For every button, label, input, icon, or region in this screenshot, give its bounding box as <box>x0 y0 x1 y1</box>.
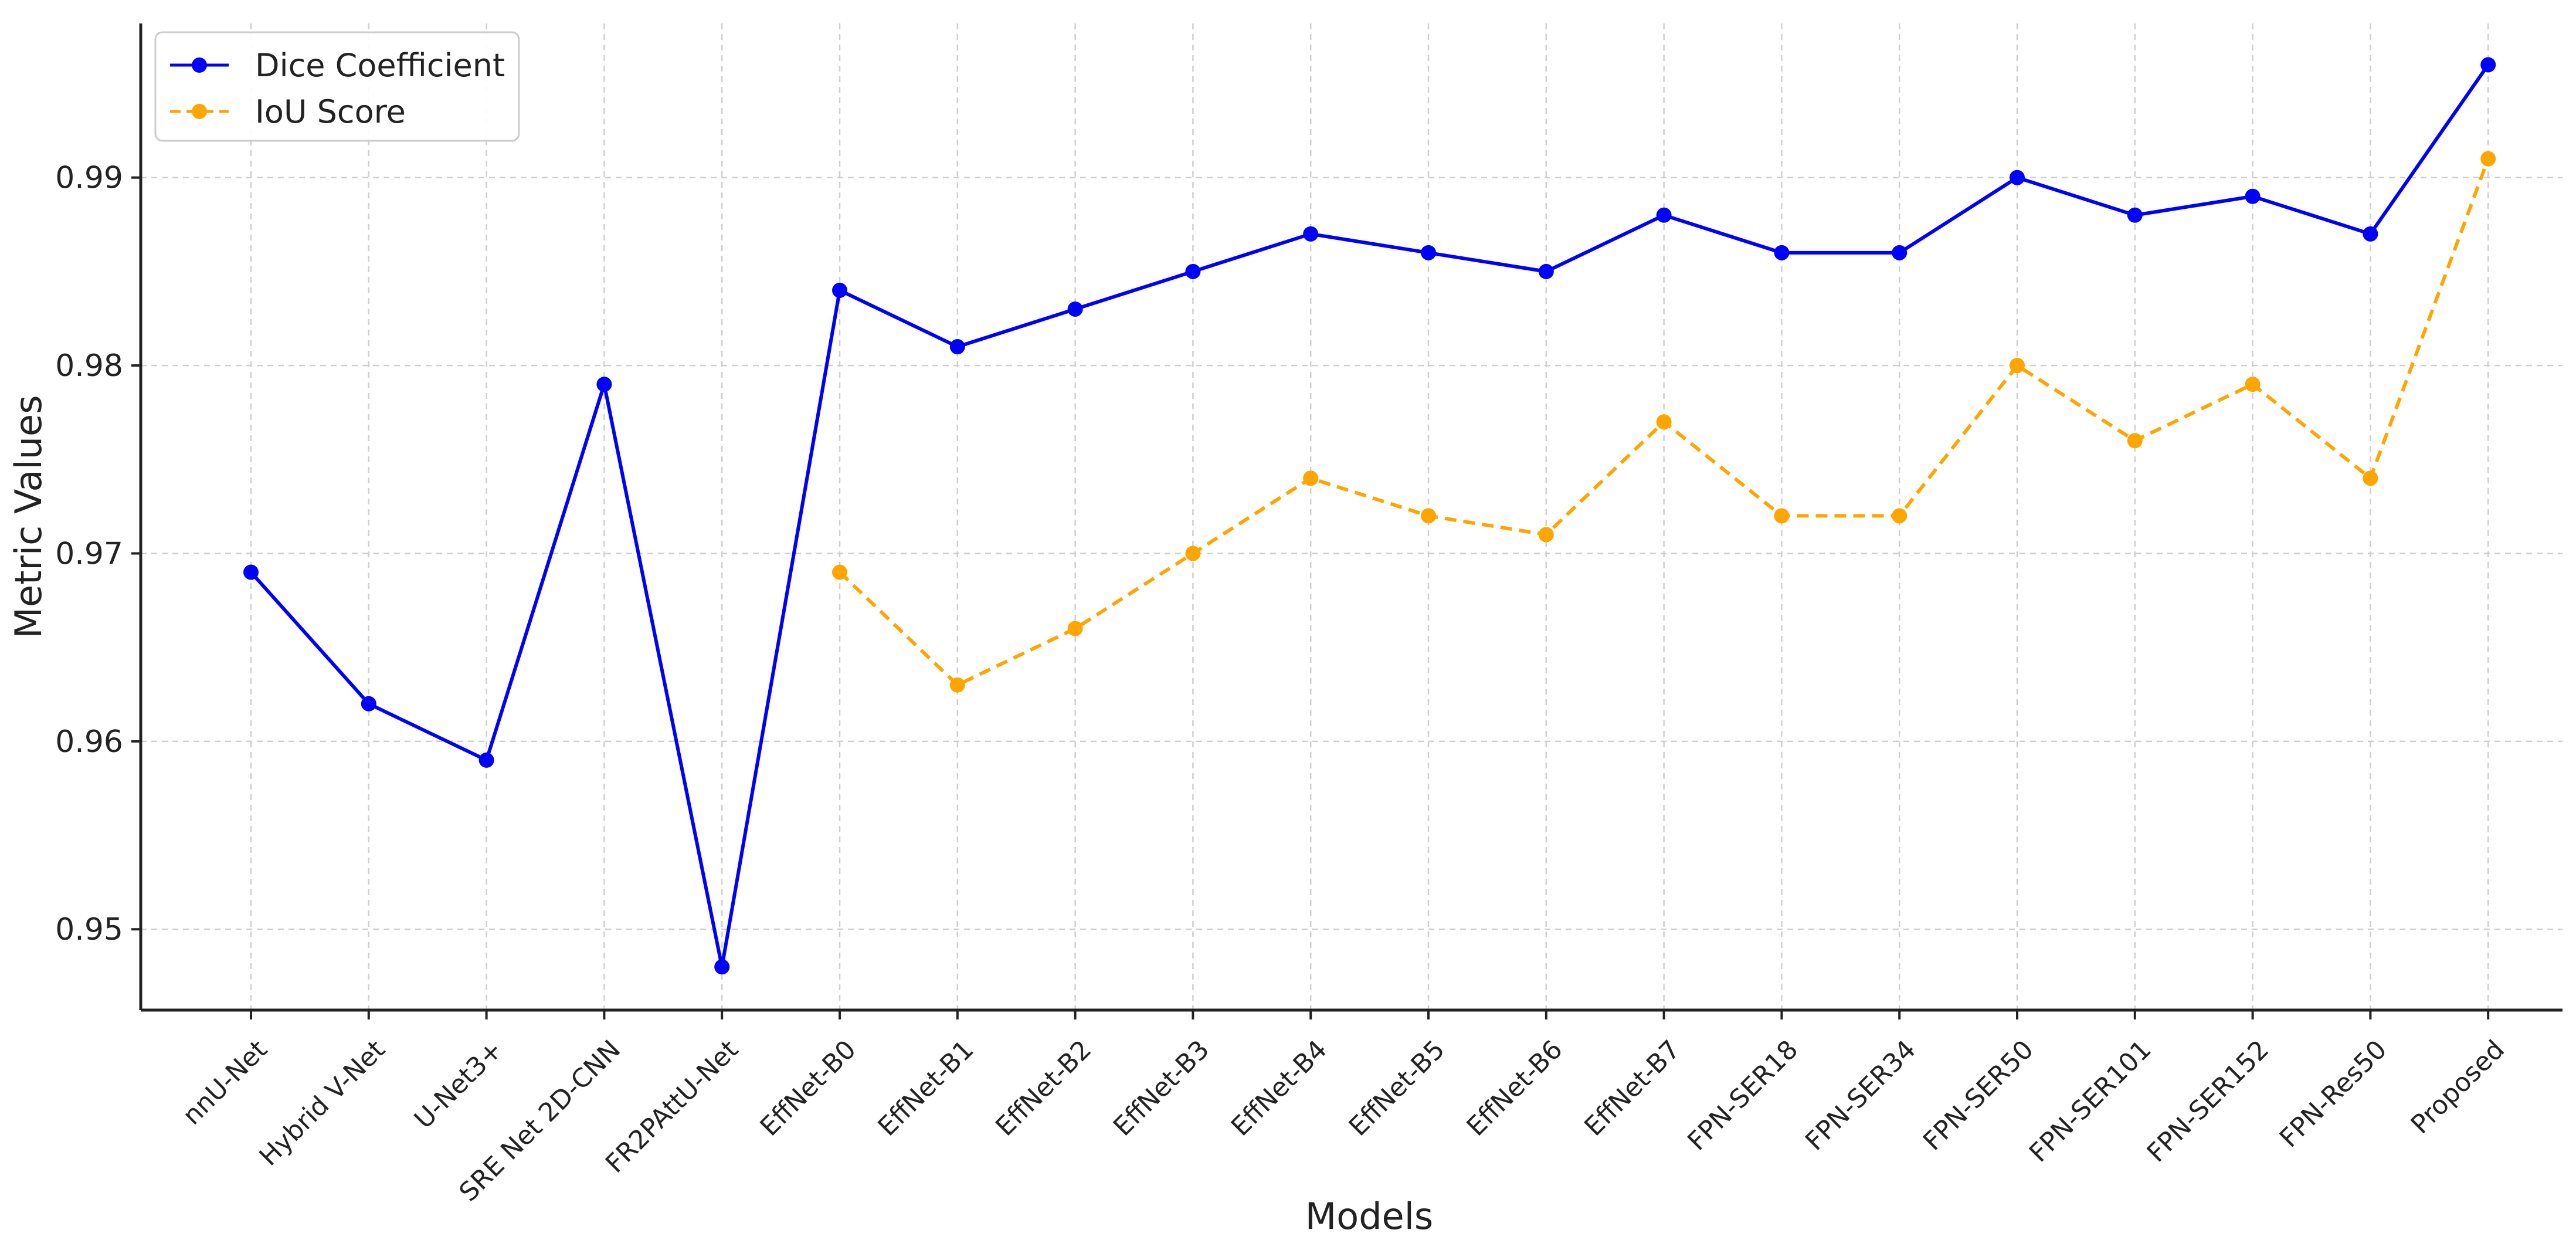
data-point-iou <box>1774 508 1790 524</box>
data-point-dice <box>361 696 376 712</box>
x-tick-label: EffNet-B0 <box>755 1035 862 1142</box>
data-point-iou <box>832 564 847 580</box>
data-point-iou <box>2480 151 2496 167</box>
data-point-dice <box>1892 245 1908 260</box>
y-axis-title: Metric Values <box>7 395 50 638</box>
data-point-dice <box>2010 170 2025 185</box>
data-point-dice <box>1185 263 1201 279</box>
y-tick-label: 0.98 <box>55 348 123 384</box>
data-point-iou <box>2010 358 2025 374</box>
data-point-iou <box>1067 621 1083 636</box>
data-point-dice <box>714 959 730 975</box>
legend-label-iou: IoU Score <box>255 93 406 130</box>
series-line-dice <box>249 63 2490 969</box>
x-tick-label: EffNet-B3 <box>1108 1035 1215 1142</box>
data-point-iou <box>2363 470 2378 486</box>
x-tick-label: EffNet-B2 <box>990 1035 1097 1142</box>
x-tick-label: nnU-Net <box>177 1035 273 1131</box>
legend: Dice Coefficient IoU Score <box>154 31 520 142</box>
data-point-iou <box>1656 414 1672 430</box>
data-point-dice <box>2245 188 2261 204</box>
x-tick-label: FPN-SER152 <box>2141 1035 2275 1168</box>
x-tick-label: EffNet-B5 <box>1343 1035 1451 1142</box>
legend-marker-iou <box>192 104 207 119</box>
data-point-iou <box>1421 508 1436 524</box>
x-tick-label: EffNet-B6 <box>1461 1035 1569 1142</box>
data-point-dice <box>1067 301 1083 317</box>
x-axis-title: Models <box>1305 1195 1433 1238</box>
data-point-iou <box>1892 508 1908 524</box>
data-point-dice <box>1656 207 1672 223</box>
x-tick-label: Proposed <box>2405 1035 2510 1140</box>
y-ticks: 0.95 0.96 0.97 0.98 0.99 <box>55 161 141 947</box>
x-tick-label: EffNet-B7 <box>1579 1035 1686 1142</box>
legend-box <box>154 31 520 142</box>
series <box>243 57 2496 975</box>
data-point-dice <box>478 752 494 768</box>
y-tick-label: 0.99 <box>55 161 123 196</box>
x-tick-label: FPN-SER34 <box>1800 1035 1922 1157</box>
data-point-dice <box>2480 57 2496 73</box>
data-point-dice <box>2127 207 2143 223</box>
y-tick-label: 0.97 <box>55 536 123 571</box>
data-point-dice <box>832 282 847 298</box>
axes <box>139 23 2563 1012</box>
data-point-dice <box>1774 245 1790 260</box>
x-tick-label: EffNet-B4 <box>1226 1035 1333 1142</box>
x-tick-label: FPN-Res50 <box>2274 1035 2392 1153</box>
x-tick-label: FPN-SER18 <box>1682 1035 1804 1157</box>
x-tick-label: Hybrid V-Net <box>254 1035 391 1172</box>
data-point-dice <box>949 339 965 355</box>
x-tick-label: EffNet-B1 <box>873 1035 980 1142</box>
x-tick-label: U-Net3+ <box>409 1035 509 1135</box>
data-point-dice <box>1538 263 1554 279</box>
data-point-dice <box>1303 226 1319 242</box>
x-tick-label: FPN-SER50 <box>1917 1035 2039 1157</box>
data-point-dice <box>596 377 612 392</box>
legend-marker-dice <box>192 57 207 73</box>
y-tick-label: 0.95 <box>55 912 123 947</box>
x-tick-label: FPN-SER101 <box>2024 1035 2157 1168</box>
y-tick-label: 0.96 <box>55 724 123 760</box>
data-point-iou <box>1185 546 1201 561</box>
data-point-iou <box>1303 470 1319 486</box>
data-point-iou <box>949 677 965 693</box>
legend-label-dice: Dice Coefficient <box>255 47 505 84</box>
data-point-dice <box>243 564 259 580</box>
data-point-dice <box>2363 226 2378 242</box>
data-point-dice <box>1421 245 1436 260</box>
data-point-iou <box>1538 527 1554 543</box>
data-point-iou <box>2245 377 2261 392</box>
data-point-iou <box>2127 433 2143 449</box>
grid <box>141 23 2563 1010</box>
